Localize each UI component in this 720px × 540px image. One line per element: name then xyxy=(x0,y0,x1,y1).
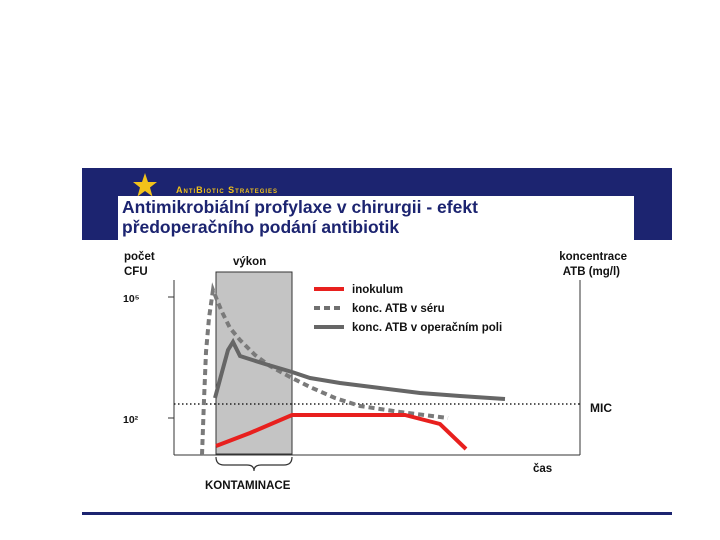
serum-atb-curve xyxy=(200,282,449,456)
title-line-1: Antimikrobiální profylaxe v chirurgii - … xyxy=(122,197,478,217)
tick-label-high: 10⁵ xyxy=(123,293,140,305)
legend-label-serum: konc. ATB v séru xyxy=(352,303,445,315)
inoculum-curve xyxy=(215,413,468,451)
brand-name: AntiBiotic Strategies xyxy=(176,185,279,195)
legend-label-inoculum: inokulum xyxy=(352,284,403,296)
contamination-brace xyxy=(215,456,293,472)
right-axis-label-atb-unit: ATB (mg/l) xyxy=(563,266,620,278)
title-box xyxy=(118,196,634,240)
slide-title: Antimikrobiální profylaxe v chirurgii - … xyxy=(122,197,632,237)
time-axis-label: čas xyxy=(533,463,552,475)
right-axis-label-concentration: koncentrace xyxy=(559,251,627,263)
star-icon xyxy=(133,173,157,197)
mic-label: MIC xyxy=(590,401,612,415)
left-axis-label-count: počet xyxy=(124,251,155,263)
contamination-label: KONTAMINACE xyxy=(205,480,291,492)
left-axis-label-cfu: CFU xyxy=(124,266,148,278)
surgery-label: výkon xyxy=(233,256,266,268)
title-line-2: předoperačního podání antibiotik xyxy=(122,217,400,237)
surgery-band xyxy=(215,271,293,455)
tick-label-low: 10² xyxy=(123,414,139,426)
bottom-rule xyxy=(82,512,672,515)
operative-field-atb-curve xyxy=(213,337,506,401)
legend-label-operative-field: konc. ATB v operačním poli xyxy=(352,322,502,334)
